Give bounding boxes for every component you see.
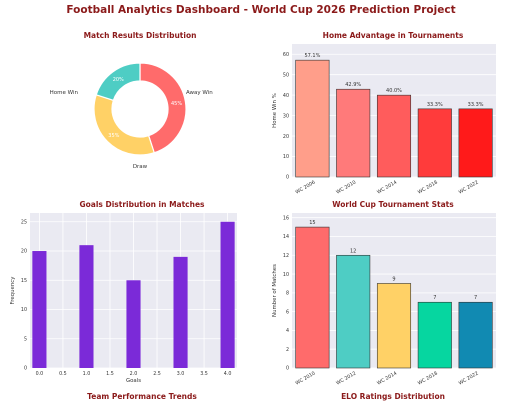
elo-ratings-title: ELO Ratings Distribution: [341, 392, 445, 401]
y-tick-label: 20: [21, 249, 27, 255]
dashboard-title: Football Analytics Dashboard - World Cup…: [66, 4, 456, 16]
bar-value-label: 7: [474, 295, 477, 301]
y-tick-label: 2: [286, 347, 289, 353]
y-tick-label: 5: [24, 336, 27, 342]
bar-value-label: 15: [309, 220, 315, 226]
x-tick-label: 3.5: [200, 371, 208, 377]
bar: [458, 301, 493, 369]
pie-label: Draw: [133, 164, 148, 170]
bar-value-label: 7: [433, 295, 436, 301]
bar: [295, 59, 330, 178]
match-results-title: Match Results Distribution: [83, 31, 197, 40]
bar: [220, 221, 235, 368]
y-tick-label: 8: [286, 291, 289, 297]
y-tick-label: 50: [283, 72, 289, 78]
y-tick-label: 6: [286, 309, 289, 315]
y-tick-label: 60: [283, 52, 289, 58]
x-tick-label: WC 2018: [417, 180, 439, 196]
pie-label: Home Win: [50, 90, 79, 96]
x-tick-label: WC 2022: [458, 371, 480, 387]
x-tick-label: 0.5: [59, 371, 67, 377]
x-tick-label: 2.5: [153, 371, 161, 377]
pie-percent-label: 20%: [113, 77, 124, 83]
bar-value-label: 33.3%: [427, 102, 443, 108]
bar-value-label: 9: [392, 276, 395, 282]
pie-slice: [139, 62, 187, 154]
y-tick-label: 4: [286, 328, 289, 334]
x-tick-label: WC 2018: [417, 371, 439, 387]
y-axis-label: Number of Matches: [272, 264, 278, 317]
y-tick-label: 14: [283, 234, 289, 240]
y-tick-label: 10: [283, 154, 289, 160]
pie-label: Away Win: [186, 90, 213, 96]
bar: [376, 283, 412, 369]
home-advantage-title: Home Advantage in Tournaments: [322, 31, 464, 40]
y-tick-label: 0: [286, 366, 289, 372]
bar-value-label: 33.3%: [468, 102, 484, 108]
team-performance-title: Team Performance Trends: [87, 392, 197, 401]
y-tick-label: 30: [283, 113, 289, 119]
x-tick-label: WC 2006: [294, 180, 316, 196]
y-tick-label: 10: [21, 307, 27, 313]
goals-distribution-title: Goals Distribution in Matches: [79, 200, 205, 209]
x-tick-label: 1.5: [106, 371, 114, 377]
x-tick-label: WC 2010: [294, 371, 316, 387]
x-tick-label: WC 2010: [335, 180, 357, 196]
y-tick-label: 40: [283, 93, 289, 99]
y-tick-label: 12: [283, 253, 289, 259]
bar: [295, 226, 330, 369]
y-tick-label: 16: [283, 215, 289, 221]
bar: [458, 108, 493, 178]
x-axis-label: Goals: [126, 378, 141, 384]
pie-slice: [93, 94, 155, 156]
y-axis-label: Frequency: [10, 276, 16, 305]
x-tick-label: WC 2014: [376, 371, 398, 387]
pie-percent-label: 35%: [108, 133, 119, 139]
x-tick-label: WC 2012: [335, 371, 357, 387]
y-axis-label: Home Win %: [272, 93, 278, 128]
bar: [336, 88, 371, 178]
tournament-stats-title: World Cup Tournament Stats: [332, 200, 454, 209]
pie-percent-label: 45%: [171, 101, 182, 107]
y-tick-label: 25: [21, 219, 27, 225]
bar: [417, 301, 452, 369]
pie-slice: [95, 62, 141, 102]
bar-value-label: 57.1%: [304, 53, 320, 59]
x-tick-label: 4.0: [224, 371, 232, 377]
y-tick-label: 20: [283, 134, 289, 140]
y-tick-label: 0: [24, 366, 27, 372]
y-tick-label: 10: [283, 272, 289, 278]
bar: [417, 108, 452, 178]
x-tick-label: 0.0: [36, 371, 44, 377]
bar: [126, 280, 141, 368]
bar: [376, 94, 412, 178]
bar: [173, 256, 188, 368]
x-tick-label: 1.0: [83, 371, 91, 377]
bar-value-label: 12: [350, 248, 356, 254]
x-tick-label: 3.0: [177, 371, 185, 377]
y-tick-label: 0: [286, 175, 289, 181]
x-tick-label: WC 2022: [458, 180, 480, 196]
bar-value-label: 40.0%: [386, 88, 402, 94]
x-tick-label: WC 2014: [376, 180, 398, 196]
bar: [79, 245, 94, 368]
bar: [32, 251, 47, 368]
x-tick-label: 2.0: [130, 371, 138, 377]
y-tick-label: 15: [21, 278, 27, 284]
bar: [336, 254, 371, 369]
bar-value-label: 42.9%: [345, 82, 361, 88]
